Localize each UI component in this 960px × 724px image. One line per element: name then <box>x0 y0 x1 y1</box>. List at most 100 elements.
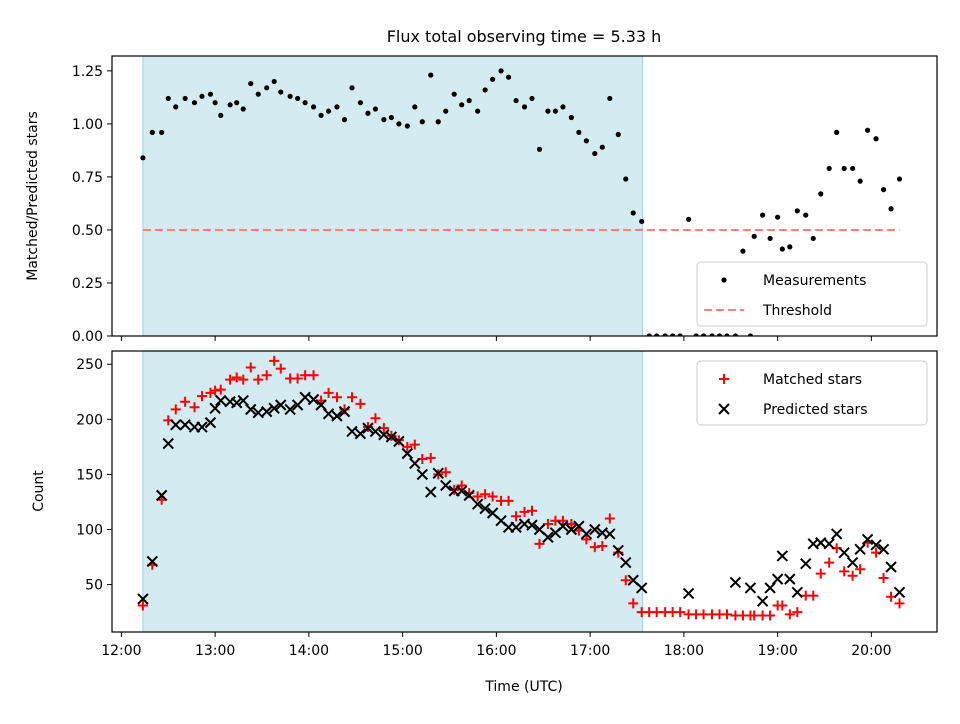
measurement-point <box>592 150 598 157</box>
top-y-tick-label: 0.00 <box>72 329 103 345</box>
predicted-stars-point <box>830 528 843 540</box>
predicted-stars-point <box>354 427 367 440</box>
predicted-stars-point <box>322 408 335 420</box>
measurement-point <box>227 102 233 108</box>
top-plot-area <box>140 56 903 336</box>
matched-stars-point <box>542 519 553 530</box>
matched-stars-point <box>480 489 491 500</box>
measurement-point <box>716 333 723 336</box>
predicted-stars-point <box>479 502 491 515</box>
matched-stars-point <box>225 374 236 385</box>
predicted-stars-point <box>620 556 632 569</box>
matched-stars-point <box>275 363 286 374</box>
bottom-axes-frame <box>111 350 938 633</box>
measurement-point <box>218 112 224 118</box>
measurement-point <box>310 104 317 110</box>
matched-stars-point <box>620 575 631 586</box>
predicted-stars-point <box>307 393 320 406</box>
measurement-point <box>212 100 218 106</box>
matched-stars-point <box>894 598 905 609</box>
predicted-stars-point <box>245 403 257 416</box>
measurement-point <box>888 206 894 212</box>
predicted-stars-point <box>846 556 859 569</box>
predicted-stars-point <box>275 399 287 411</box>
measurement-point <box>818 191 824 197</box>
bottom-y-tick-label: 150 <box>76 467 103 483</box>
predicted-stars-point <box>369 425 382 438</box>
matched-stars-point <box>269 355 280 366</box>
measurement-point <box>630 210 636 216</box>
predicted-stars-point <box>170 419 182 431</box>
measurement-point <box>191 100 198 106</box>
measurement-point <box>779 246 785 252</box>
legend-measurements-marker <box>721 277 727 283</box>
matched-stars-point <box>777 600 788 611</box>
bottom-legend: Matched stars Predicted stars <box>696 360 928 426</box>
matched-stars-point <box>180 396 191 407</box>
bottom-y-tick-label: 250 <box>76 357 103 373</box>
predicted-stars-point <box>800 557 812 570</box>
measurement-point <box>475 108 481 114</box>
matched-stars-point <box>784 609 795 620</box>
measurement-point <box>623 176 629 182</box>
matched-stars-point <box>215 384 226 395</box>
predicted-stars-point <box>526 519 538 531</box>
matched-stars-point <box>332 392 342 403</box>
measurement-point <box>287 93 293 99</box>
measurement-point <box>140 155 146 161</box>
matched-stars-point <box>651 607 662 618</box>
predicted-stars-point <box>744 582 757 594</box>
measurement-point <box>505 74 512 80</box>
matched-stars-point <box>231 372 242 383</box>
predicted-stars-point <box>137 593 149 605</box>
measurement-point <box>295 95 301 102</box>
matched-stars-point <box>581 534 592 545</box>
matched-stars-point <box>839 566 850 577</box>
measurement-point <box>794 208 800 214</box>
predicted-stars-point <box>682 587 695 600</box>
measurement-point <box>388 114 394 121</box>
predicted-stars-point <box>230 397 243 409</box>
x-tick-label: 15:00 <box>382 643 422 659</box>
matched-stars-point <box>765 610 776 621</box>
measurement-point <box>724 333 730 336</box>
x-axis-label: Time (UTC) <box>484 679 562 695</box>
x-tick-label: 20:00 <box>851 643 891 659</box>
predicted-stars-point <box>204 416 217 429</box>
predicted-stars-point <box>612 544 624 557</box>
matched-stars-point <box>323 387 334 398</box>
measurement-point <box>607 95 613 102</box>
x-tick-label: 16:00 <box>476 643 516 659</box>
top-y-tick-label: 0.25 <box>72 276 103 292</box>
measurement-point <box>498 68 504 74</box>
measurement-point <box>482 87 488 93</box>
measurement-point <box>670 333 676 336</box>
matched-stars-point <box>589 542 600 553</box>
measurement-point <box>234 100 240 106</box>
matched-stars-point <box>628 598 639 609</box>
matched-stars-point <box>503 495 514 506</box>
measurement-point <box>896 176 903 182</box>
measurement-point <box>775 214 781 220</box>
measurement-point <box>767 235 773 242</box>
measurement-point <box>545 108 551 114</box>
predicted-stars-point <box>425 486 437 498</box>
matched-stars-point <box>597 541 608 552</box>
predicted-stars-point <box>299 391 311 403</box>
bottom-y-tick-label: 200 <box>76 412 103 428</box>
matched-stars-point <box>300 370 311 381</box>
measurement-point <box>271 78 277 85</box>
measurement-point <box>459 102 465 108</box>
matched-stars-point <box>815 568 826 579</box>
top-legend-box <box>696 261 928 327</box>
predicted-stars-point <box>179 419 191 431</box>
predicted-stars-point <box>455 485 468 497</box>
measurement-point <box>435 119 441 125</box>
x-tick-label: 14:00 <box>289 643 329 659</box>
measurement-point <box>381 117 387 123</box>
x-tick-label: 13:00 <box>195 643 235 659</box>
measurement-point <box>740 248 746 254</box>
measurement-point <box>278 89 284 95</box>
matched-stars-point <box>792 607 803 618</box>
measurement-point <box>646 333 652 336</box>
